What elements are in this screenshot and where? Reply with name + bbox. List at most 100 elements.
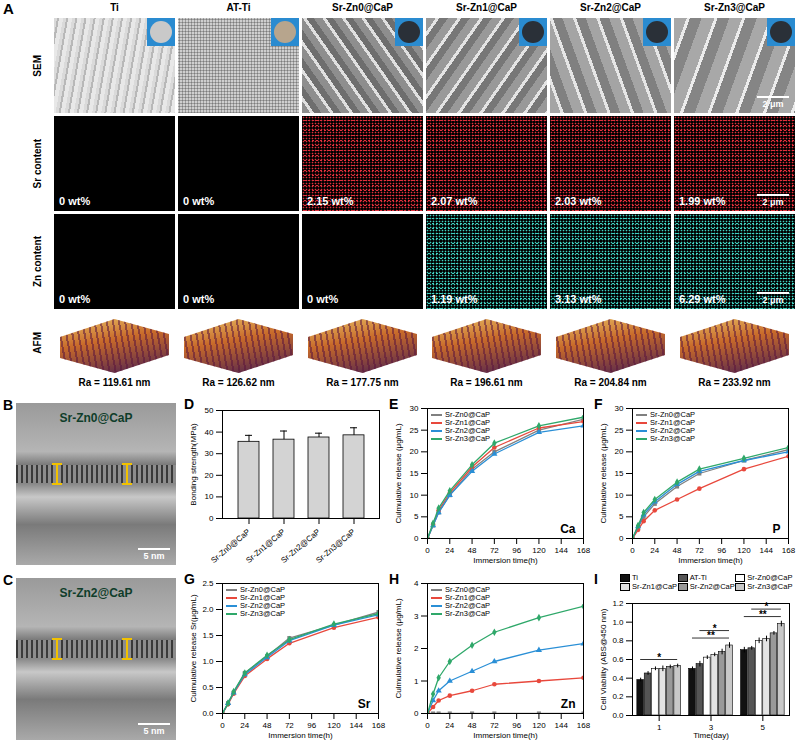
svg-text:Sr-Zn2@CaP: Sr-Zn2@CaP (279, 527, 322, 565)
html-text:SEM: SEM (31, 54, 43, 77)
svg-text:96: 96 (717, 546, 726, 555)
svg-text:48: 48 (468, 546, 477, 555)
svg-text:Sr-Zn3@CaP: Sr-Zn3@CaP (314, 527, 357, 565)
svg-text:Culmulative release (μg/mL): Culmulative release (μg/mL) (394, 423, 403, 524)
svg-text:120: 120 (532, 721, 546, 730)
svg-text:72: 72 (490, 721, 499, 730)
svg-text:20: 20 (205, 471, 214, 480)
svg-text:72: 72 (285, 721, 294, 730)
svg-text:40: 40 (205, 428, 214, 437)
svg-text:96: 96 (512, 546, 521, 555)
svg-text:5: 5 (619, 512, 624, 521)
svg-text:*: * (765, 601, 769, 612)
svg-text:0.2: 0.2 (612, 692, 624, 701)
svg-text:0.4: 0.4 (612, 674, 624, 683)
svg-text:72: 72 (695, 546, 704, 555)
svg-text:144: 144 (760, 546, 774, 555)
svg-text:Time(day): Time(day) (693, 731, 729, 740)
svg-text:Ca: Ca (560, 522, 576, 536)
svg-text:0: 0 (209, 514, 214, 523)
svg-text:1.0: 1.0 (202, 657, 214, 666)
svg-text:1: 1 (414, 677, 419, 686)
html-text:AFM: AFM (31, 332, 43, 354)
svg-text:0: 0 (425, 546, 430, 555)
svg-text:48: 48 (263, 721, 272, 730)
svg-text:0.6: 0.6 (612, 655, 624, 664)
svg-text:Sr: Sr (358, 697, 371, 711)
svg-text:48: 48 (468, 721, 477, 730)
svg-text:25: 25 (615, 426, 624, 435)
svg-text:24: 24 (445, 546, 454, 555)
html-text:Zn content: Zn content (31, 235, 43, 287)
svg-text:10: 10 (410, 491, 419, 500)
svg-text:144: 144 (350, 721, 364, 730)
svg-text:5: 5 (414, 512, 419, 521)
svg-text:0: 0 (630, 546, 635, 555)
svg-text:*: * (657, 652, 661, 663)
svg-text:168: 168 (782, 546, 796, 555)
svg-text:120: 120 (532, 546, 546, 555)
svg-text:120: 120 (737, 546, 751, 555)
svg-text:*: * (713, 623, 717, 634)
svg-text:10: 10 (615, 491, 624, 500)
svg-text:168: 168 (577, 546, 591, 555)
svg-text:50: 50 (205, 406, 214, 415)
svg-text:30: 30 (410, 404, 419, 413)
svg-text:48: 48 (673, 546, 682, 555)
svg-text:Immersion time(h): Immersion time(h) (268, 731, 333, 740)
svg-text:0.0: 0.0 (612, 711, 624, 720)
svg-text:2.0: 2.0 (202, 605, 214, 614)
svg-text:Cell Viability (ABS@450 nm): Cell Viability (ABS@450 nm) (599, 608, 608, 710)
svg-text:25: 25 (410, 426, 419, 435)
svg-text:144: 144 (555, 546, 569, 555)
svg-text:30: 30 (615, 404, 624, 413)
svg-text:Bonding strength(MPa): Bonding strength(MPa) (189, 423, 198, 506)
svg-text:0.8: 0.8 (612, 636, 624, 645)
svg-text:2.5: 2.5 (202, 579, 214, 588)
svg-text:20: 20 (410, 447, 419, 456)
svg-text:Immersion time(h): Immersion time(h) (473, 731, 538, 740)
svg-text:Culmulative release (μg/mL): Culmulative release (μg/mL) (599, 423, 608, 524)
svg-text:72: 72 (490, 546, 499, 555)
svg-text:1.0: 1.0 (612, 618, 624, 627)
svg-text:15: 15 (410, 469, 419, 478)
svg-text:0: 0 (425, 721, 430, 730)
svg-text:168: 168 (577, 721, 591, 730)
svg-text:144: 144 (555, 721, 569, 730)
svg-text:168: 168 (372, 721, 386, 730)
svg-text:24: 24 (650, 546, 659, 555)
svg-text:Culmulative release Sr(μg/mL): Culmulative release Sr(μg/mL) (189, 594, 198, 703)
svg-text:P: P (772, 522, 780, 536)
svg-text:0.0: 0.0 (202, 709, 214, 718)
svg-text:24: 24 (445, 721, 454, 730)
svg-text:3: 3 (414, 612, 419, 621)
svg-text:30: 30 (205, 449, 214, 458)
html-text:Sr-Zn0@CaP: Sr-Zn0@CaP (59, 411, 133, 425)
svg-text:5: 5 (761, 723, 766, 732)
svg-text:Culmulative release (μg/mL): Culmulative release (μg/mL) (394, 598, 403, 699)
svg-text:Zn: Zn (561, 697, 576, 711)
svg-text:Sr-Zn0@CaP: Sr-Zn0@CaP (209, 527, 252, 565)
html-text:Sr content: Sr content (31, 138, 43, 189)
svg-text:0: 0 (414, 534, 419, 543)
svg-text:120: 120 (327, 721, 341, 730)
svg-text:20: 20 (615, 447, 624, 456)
html-text:Sr-Zn2@CaP: Sr-Zn2@CaP (59, 586, 133, 600)
svg-text:Immersion time(h): Immersion time(h) (473, 556, 538, 565)
svg-text:15: 15 (615, 469, 624, 478)
svg-text:1.2: 1.2 (612, 599, 624, 608)
svg-text:0.5: 0.5 (202, 683, 214, 692)
svg-text:4: 4 (414, 579, 419, 588)
svg-text:Sr-Zn1@CaP: Sr-Zn1@CaP (244, 527, 287, 565)
svg-text:1.5: 1.5 (202, 631, 214, 640)
svg-text:0: 0 (414, 709, 419, 718)
svg-text:96: 96 (512, 721, 521, 730)
svg-text:96: 96 (307, 721, 316, 730)
svg-text:10: 10 (205, 492, 214, 501)
svg-text:0: 0 (220, 721, 225, 730)
svg-text:0: 0 (619, 534, 624, 543)
svg-text:1: 1 (657, 723, 662, 732)
svg-text:Immersion time(h): Immersion time(h) (678, 556, 743, 565)
svg-text:24: 24 (240, 721, 249, 730)
svg-text:2: 2 (414, 644, 419, 653)
